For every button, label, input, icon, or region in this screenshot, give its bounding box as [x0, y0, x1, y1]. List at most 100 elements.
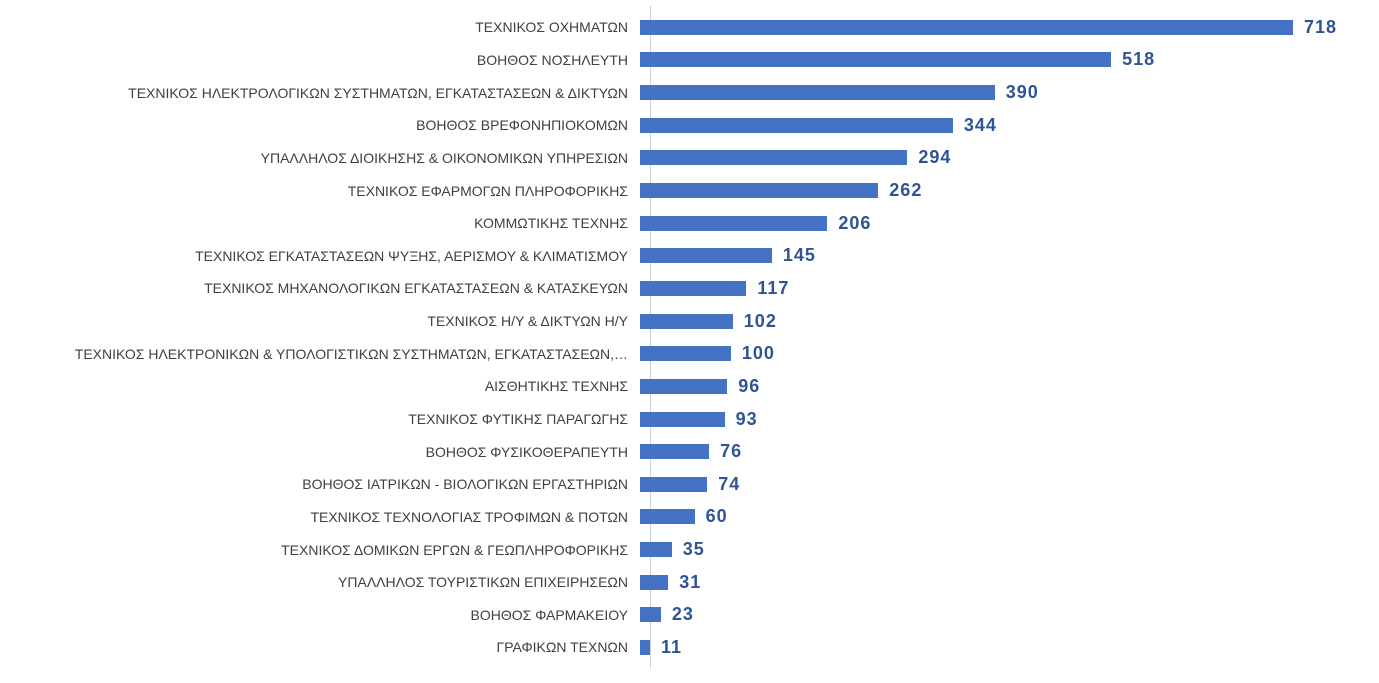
bar-area: 100	[638, 337, 1379, 370]
value-label: 344	[963, 114, 997, 135]
value-label: 31	[679, 571, 702, 592]
chart-row: ΤΕΧΝΙΚΟΣ ΜΗΧΑΝΟΛΟΓΙΚΩΝ ΕΓΚΑΤΑΣΤΑΣΕΩΝ & Κ…	[0, 272, 1379, 305]
bar	[640, 85, 995, 101]
bar	[640, 346, 731, 362]
value-label: 102	[743, 310, 777, 331]
chart-row: ΒΟΗΘΟΣ ΙΑΤΡΙΚΩΝ - ΒΙΟΛΟΓΙΚΩΝ ΕΡΓΑΣΤΗΡΙΩΝ…	[0, 468, 1379, 501]
category-label: ΤΕΧΝΙΚΟΣ ΜΗΧΑΝΟΛΟΓΙΚΩΝ ΕΓΚΑΤΑΣΤΑΣΕΩΝ & Κ…	[204, 280, 628, 297]
value-label: 206	[838, 212, 872, 233]
category-label: ΤΕΧΝΙΚΟΣ ΔΟΜΙΚΩΝ ΕΡΓΩΝ & ΓΕΩΠΛΗΡΟΦΟΡΙΚΗΣ	[281, 541, 628, 558]
chart-row: ΚΟΜΜΩΤΙΚΗΣ ΤΕΧΝΗΣ 206	[0, 207, 1379, 240]
chart-row: ΤΕΧΝΙΚΟΣ ΟΧΗΜΑΤΩΝ 718	[0, 11, 1379, 44]
category-label: ΑΙΣΘΗΤΙΚΗΣ ΤΕΧΝΗΣ	[484, 378, 628, 395]
bar-area: 390	[638, 76, 1379, 109]
bar-area: 74	[638, 468, 1379, 501]
category-label: ΤΕΧΝΙΚΟΣ ΟΧΗΜΑΤΩΝ	[475, 19, 628, 36]
bar	[640, 444, 710, 460]
bar-area: 102	[638, 305, 1379, 338]
chart-row: ΥΠΑΛΛΗΛΟΣ ΔΙΟΙΚΗΣΗΣ & ΟΙΚΟΝΟΜΙΚΩΝ ΥΠΗΡΕΣ…	[0, 142, 1379, 175]
bar	[640, 215, 828, 231]
category-label: ΤΕΧΝΙΚΟΣ ΗΛΕΚΤΡΟΛΟΓΙΚΩΝ ΣΥΣΤΗΜΑΤΩΝ, ΕΓΚΑ…	[128, 84, 628, 101]
bar	[640, 476, 708, 492]
bar-area: 60	[638, 501, 1379, 534]
chart-rows: ΤΕΧΝΙΚΟΣ ΟΧΗΜΑΤΩΝ 718 ΒΟΗΘΟΣ ΝΟΣΗΛΕΥΤΗ 5…	[0, 11, 1379, 664]
value-label: 145	[782, 245, 816, 266]
bar	[640, 411, 725, 427]
chart-row: ΤΕΧΝΙΚΟΣ ΗΛΕΚΤΡΟΝΙΚΩΝ & ΥΠΟΛΟΓΙΣΤΙΚΩΝ ΣΥ…	[0, 337, 1379, 370]
chart-row: ΒΟΗΘΟΣ ΝΟΣΗΛΕΥΤΗ 518	[0, 44, 1379, 77]
bar-area: 206	[638, 207, 1379, 240]
category-label: ΥΠΑΛΛΗΛΟΣ ΔΙΟΙΚΗΣΗΣ & ΟΙΚΟΝΟΜΙΚΩΝ ΥΠΗΡΕΣ…	[260, 149, 628, 166]
bar-area: 23	[638, 599, 1379, 632]
category-label: ΒΟΗΘΟΣ ΦΑΡΜΑΚΕΙΟΥ	[470, 606, 628, 623]
category-label: ΤΕΧΝΙΚΟΣ ΤΕΧΝΟΛΟΓΙΑΣ ΤΡΟΦΙΜΩΝ & ΠΟΤΩΝ	[310, 508, 628, 525]
value-label: 96	[738, 375, 761, 396]
value-label: 60	[705, 506, 728, 527]
value-label: 11	[661, 636, 683, 657]
bar-area: 262	[638, 174, 1379, 207]
bar-area: 145	[638, 239, 1379, 272]
chart-row: ΤΕΧΝΙΚΟΣ ΗΛΕΚΤΡΟΛΟΓΙΚΩΝ ΣΥΣΤΗΜΑΤΩΝ, ΕΓΚΑ…	[0, 76, 1379, 109]
chart-row: ΤΕΧΝΙΚΟΣ Η/Υ & ΔΙΚΤΥΩΝ Η/Υ 102	[0, 305, 1379, 338]
value-label: 294	[918, 147, 952, 168]
chart-row: ΒΟΗΘΟΣ ΒΡΕΦΟΝΗΠΙΟΚΟΜΩΝ 344	[0, 109, 1379, 142]
bar	[640, 509, 695, 525]
category-label: ΤΕΧΝΙΚΟΣ ΦΥΤΙΚΗΣ ΠΑΡΑΓΩΓΗΣ	[408, 411, 628, 427]
bar	[640, 117, 953, 133]
bar	[640, 607, 661, 623]
bar	[640, 313, 733, 329]
value-label: 117	[757, 277, 790, 298]
chart-row: ΤΕΧΝΙΚΟΣ ΕΦΑΡΜΟΓΩΝ ΠΛΗΡΟΦΟΡΙΚΗΣ 262	[0, 174, 1379, 207]
category-label: ΤΕΧΝΙΚΟΣ Η/Υ & ΔΙΚΤΥΩΝ Η/Υ	[427, 313, 628, 330]
value-label: 23	[671, 604, 694, 625]
category-label: ΥΠΑΛΛΗΛΟΣ ΤΟΥΡΙΣΤΙΚΩΝ ΕΠΙΧΕΙΡΗΣΕΩΝ	[338, 574, 628, 591]
bar	[640, 52, 1112, 68]
bar	[640, 542, 672, 558]
value-label: 35	[682, 539, 705, 560]
bar-area: 93	[638, 403, 1379, 436]
bar-area: 718	[638, 11, 1379, 44]
value-label: 518	[1122, 49, 1156, 70]
bar-area: 96	[638, 370, 1379, 403]
category-label: ΤΕΧΝΙΚΟΣ ΕΦΑΡΜΟΓΩΝ ΠΛΗΡΟΦΟΡΙΚΗΣ	[347, 182, 628, 199]
bar-area: 31	[638, 566, 1379, 599]
category-label: ΒΟΗΘΟΣ ΦΥΣΙΚΟΘΕΡΑΠΕΥΤΗ	[425, 443, 628, 460]
value-label: 74	[718, 473, 741, 494]
category-label: ΒΟΗΘΟΣ ΝΟΣΗΛΕΥΤΗ	[476, 51, 628, 68]
category-label: ΒΟΗΘΟΣ ΒΡΕΦΟΝΗΠΙΟΚΟΜΩΝ	[416, 117, 628, 134]
bar	[640, 183, 879, 199]
chart-row: ΤΕΧΝΙΚΟΣ ΕΓΚΑΤΑΣΤΑΣΕΩΝ ΨΥΞΗΣ, ΑΕΡΙΣΜΟΥ &…	[0, 239, 1379, 272]
chart-row: ΒΟΗΘΟΣ ΦΥΣΙΚΟΘΕΡΑΠΕΥΤΗ 76	[0, 435, 1379, 468]
bar-area: 11	[638, 631, 1379, 664]
chart-row: ΑΙΣΘΗΤΙΚΗΣ ΤΕΧΝΗΣ 96	[0, 370, 1379, 403]
bar	[640, 280, 747, 296]
value-label: 262	[889, 180, 923, 201]
category-label: ΤΕΧΝΙΚΟΣ ΗΛΕΚΤΡΟΝΙΚΩΝ & ΥΠΟΛΟΓΙΣΤΙΚΩΝ ΣΥ…	[74, 345, 628, 362]
bar-area: 344	[638, 109, 1379, 142]
value-label: 93	[735, 408, 758, 429]
bar	[640, 574, 669, 590]
bar	[640, 378, 728, 394]
value-label: 76	[720, 441, 743, 462]
bar-area: 294	[638, 142, 1379, 175]
chart-row: ΤΕΧΝΙΚΟΣ ΤΕΧΝΟΛΟΓΙΑΣ ΤΡΟΦΙΜΩΝ & ΠΟΤΩΝ 60	[0, 501, 1379, 534]
value-label: 390	[1005, 82, 1039, 103]
bar-area: 117	[638, 272, 1379, 305]
category-label: ΓΡΑΦΙΚΩΝ ΤΕΧΝΩΝ	[496, 639, 628, 656]
bar-area: 35	[638, 533, 1379, 566]
chart-row: ΤΕΧΝΙΚΟΣ ΦΥΤΙΚΗΣ ΠΑΡΑΓΩΓΗΣ 93	[0, 403, 1379, 436]
category-label: ΒΟΗΘΟΣ ΙΑΤΡΙΚΩΝ - ΒΙΟΛΟΓΙΚΩΝ ΕΡΓΑΣΤΗΡΙΩΝ	[302, 476, 628, 493]
category-label: ΚΟΜΜΩΤΙΚΗΣ ΤΕΧΝΗΣ	[474, 215, 628, 232]
bar	[640, 150, 908, 166]
value-label: 100	[741, 343, 775, 364]
y-axis-line	[650, 6, 651, 669]
bar	[640, 639, 650, 655]
bar-area: 76	[638, 435, 1379, 468]
chart-row: ΤΕΧΝΙΚΟΣ ΔΟΜΙΚΩΝ ΕΡΓΩΝ & ΓΕΩΠΛΗΡΟΦΟΡΙΚΗΣ…	[0, 533, 1379, 566]
bar	[640, 19, 1293, 35]
bar	[640, 248, 772, 264]
value-label: 718	[1304, 16, 1338, 37]
category-label: ΤΕΧΝΙΚΟΣ ΕΓΚΑΤΑΣΤΑΣΕΩΝ ΨΥΞΗΣ, ΑΕΡΙΣΜΟΥ &…	[195, 247, 628, 264]
chart-row: ΓΡΑΦΙΚΩΝ ΤΕΧΝΩΝ 11	[0, 631, 1379, 664]
